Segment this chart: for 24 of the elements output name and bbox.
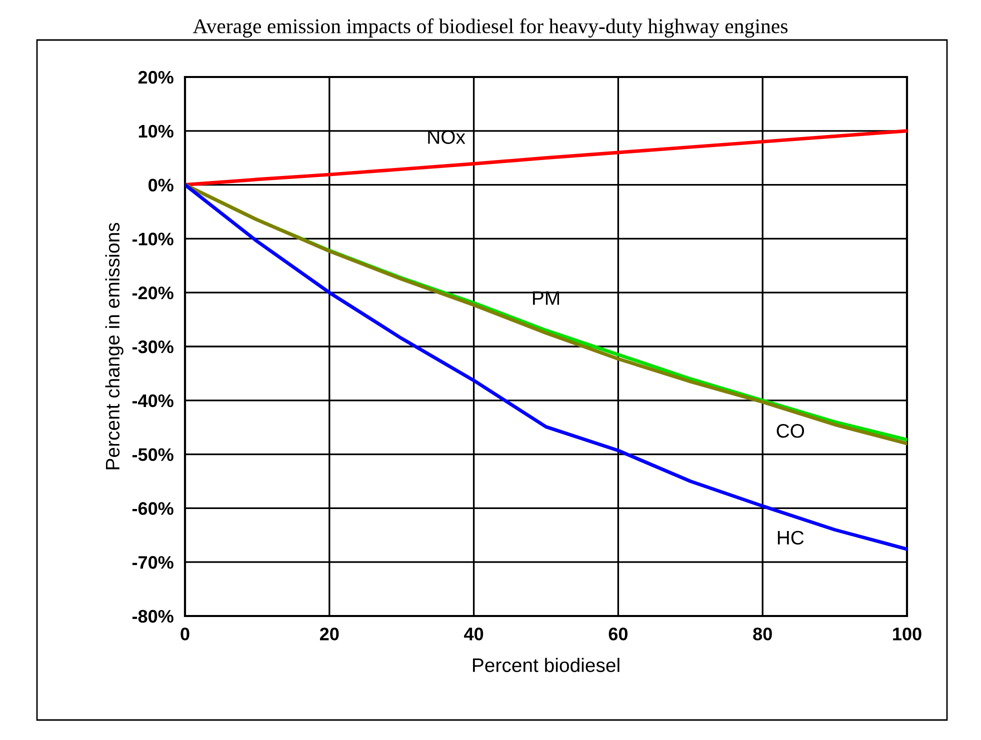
y-tick-label: -10% [132,232,174,246]
x-tick-label: 20 [320,628,339,640]
chart-title: Average emission impacts of biodiesel for heavy-duty highway engines [192,18,788,38]
y-tick-label: -60% [132,502,174,515]
line-series [185,129,907,187]
x-tick-label: 40 [464,628,484,640]
y-tick-label: 0% [148,178,174,192]
line-series [185,183,907,551]
y-tick-label: -70% [132,556,174,569]
x-tick-label: 0 [180,628,190,640]
y-axis-title: Percent change in emissions [105,222,124,470]
y-tick-label: -40% [132,394,174,408]
y-tick-label: 20% [138,70,174,84]
y-tick-label: -50% [132,448,174,462]
x-axis-title: Percent biodiesel [473,658,620,672]
y-tick-label: -20% [132,286,174,300]
y-tick-label: -30% [132,340,174,354]
y-tick-label: -80% [132,610,174,623]
series-label: CO [776,424,804,438]
x-tick-label: 100 [893,628,922,640]
series-label: HC [778,530,804,545]
y-tick-label: 10% [138,124,174,138]
x-tick-label: 80 [753,628,772,640]
x-tick-label: 60 [608,628,628,640]
